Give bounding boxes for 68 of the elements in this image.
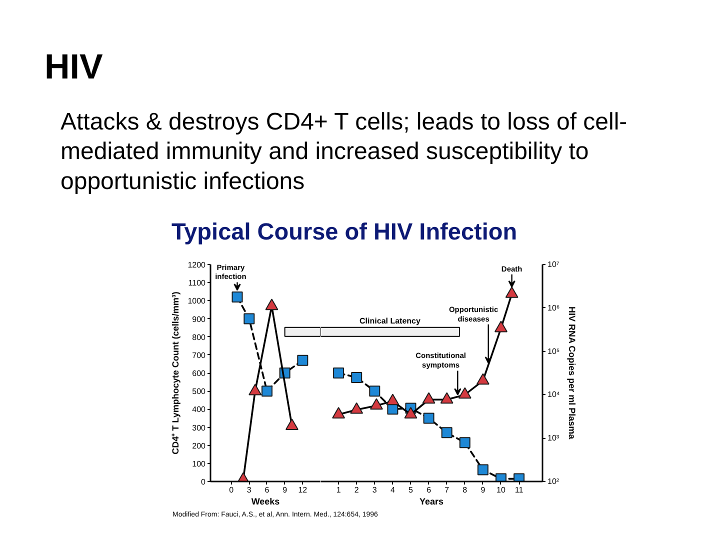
x-tick-label: 12 — [298, 486, 308, 494]
x-tick-label: 10 — [496, 486, 506, 494]
y-tick-label: 0 — [201, 478, 206, 486]
point — [332, 407, 346, 418]
y2-tick-label: 10⁷ — [548, 260, 560, 269]
point — [244, 313, 255, 324]
x-tick-label: 9 — [480, 486, 486, 494]
point — [333, 368, 344, 378]
y-tick-label: 700 — [192, 350, 206, 360]
x-axis-title: Weeks — [251, 496, 280, 506]
x-tick-label: 11 — [514, 486, 524, 494]
point — [248, 384, 262, 396]
point — [505, 286, 518, 298]
point — [265, 298, 278, 310]
x-tick-label: 6 — [264, 486, 270, 494]
y-tick-label: 800 — [192, 332, 206, 342]
x-tick-label: 2 — [354, 486, 360, 494]
point — [369, 386, 380, 397]
y2-tick-label: 10⁵ — [548, 346, 560, 356]
band-label: Clinical Latency — [360, 316, 421, 326]
y-tick-label: 1100 — [188, 278, 206, 288]
point — [285, 418, 298, 430]
y2-tick-label: 10⁴ — [548, 390, 560, 400]
y-tick-label: 600 — [192, 369, 206, 378]
x-tick-label: 7 — [444, 486, 450, 494]
point — [404, 407, 418, 418]
x-tick-label: 9 — [282, 486, 288, 494]
x-axis-title: Years — [419, 496, 444, 506]
x-tick-label: 8 — [462, 486, 468, 494]
point — [441, 427, 452, 438]
point — [297, 354, 308, 366]
y-tick-label: 500 — [192, 387, 206, 396]
chart-title: HIV — [44, 48, 104, 86]
x-tick-label: 3 — [372, 486, 378, 494]
y-tick-label: 900 — [192, 314, 206, 324]
y-tick-label: 400 — [192, 405, 206, 414]
x-tick-label: 3 — [246, 486, 252, 494]
y2-tick-label: 10⁶ — [548, 303, 560, 312]
x-tick-label: 0 — [229, 486, 234, 494]
point — [422, 392, 436, 404]
point — [440, 392, 454, 404]
point — [232, 292, 243, 303]
point — [351, 372, 362, 384]
point — [386, 394, 400, 406]
text: Typical Course of HIV Infection — [172, 218, 518, 244]
point — [261, 386, 272, 397]
chart-subtitle: Attacks & destroys CD4+ T cells; leads to loss of cell- mediated immunity and increased susceptibility to opportunistic infections — [60, 108, 628, 195]
point — [458, 387, 472, 399]
point — [476, 373, 490, 385]
x-tick-label: 1 — [336, 486, 342, 494]
point — [423, 412, 434, 424]
point — [494, 320, 508, 332]
y2-tick-label: 10³ — [548, 434, 560, 443]
point — [350, 402, 364, 414]
x-tick-label: 6 — [426, 486, 432, 494]
x-tick-label: 5 — [408, 486, 414, 494]
y2-axis-title: HIV RNA Copies per ml Plasma — [566, 306, 577, 440]
y-tick-label: 200 — [192, 441, 206, 450]
y-tick-label: 1200 — [188, 260, 206, 270]
x-tick-label: 4 — [390, 486, 396, 494]
point — [370, 398, 383, 410]
y-axis-title: CD4⁺ T Lymphocyte Count (cells/mm³) — [170, 292, 181, 454]
y-tick-label: 100 — [192, 459, 206, 468]
y-tick-label: 300 — [192, 423, 206, 432]
point — [459, 437, 470, 448]
y-tick-label: 1000 — [188, 296, 206, 306]
y2-tick-label: 10² — [548, 477, 560, 486]
point — [477, 464, 488, 476]
